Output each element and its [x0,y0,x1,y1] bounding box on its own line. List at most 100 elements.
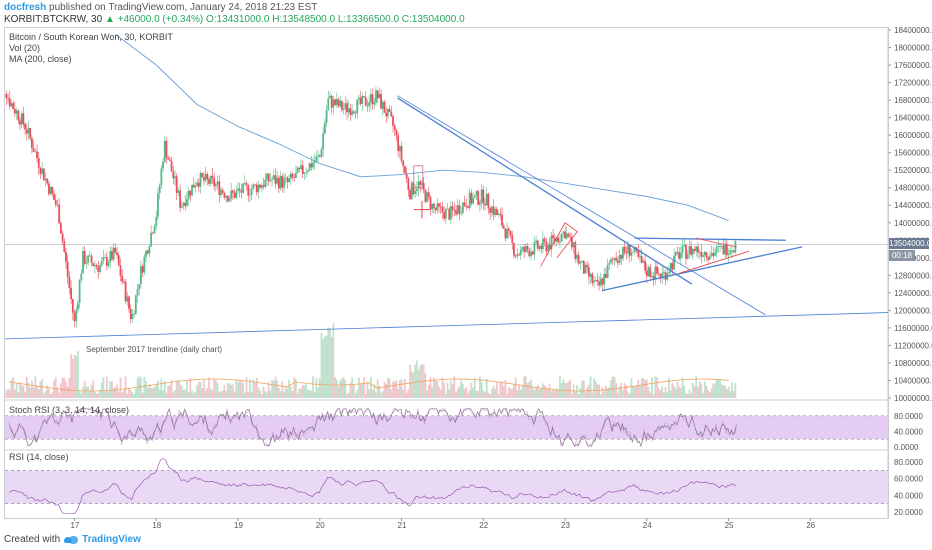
rsi-axis-label: 80.0000 [894,458,923,467]
candle-body [80,273,83,281]
y-axis-label: 10400000.0 [894,376,932,385]
candle-body [446,208,449,210]
candle-body [170,160,173,172]
volume-bar [214,380,217,398]
volume-bar [405,392,408,398]
y-axis-label: 15600000.0 [894,149,932,158]
last-price-badge: 13504000.0 [889,238,932,249]
volume-bar [8,389,11,398]
candle-body [485,193,488,206]
volume-bar [470,382,473,398]
volume-bar [323,336,326,398]
volume-bar [400,379,403,398]
candle-body [436,203,439,211]
candle-body [404,166,406,174]
volume-bar [58,392,61,398]
volume-bar [611,376,614,398]
candle-body [387,109,389,117]
candle-body [10,103,13,107]
volume-bar [719,379,721,398]
candle-body [724,243,727,255]
candle-body [576,254,578,259]
volume-bar [540,388,543,398]
volume-bar [603,391,606,398]
trendline-annotation: September 2017 trendline (daily chart) [86,345,222,354]
volume-bar [606,388,609,398]
candle-body [419,181,422,185]
volume-bar [371,390,374,398]
volume-bar [179,383,182,398]
volume-bar [20,385,23,398]
candle-body [71,299,74,313]
candle-body [226,195,229,202]
volume-bar [393,382,396,398]
candle-body [44,178,47,181]
volume-bar [220,391,222,398]
volume-bar [615,383,618,398]
volume-bar [349,382,352,398]
candle-body [589,273,592,277]
volume-bar [460,380,463,398]
candle-body [174,176,176,179]
volume-bar [622,390,624,398]
volume-bar [587,384,590,398]
candle-body [390,111,393,117]
x-axis-label: 18 [152,521,161,530]
volume-bar [496,381,498,398]
candle-body [260,185,263,188]
candle-body [550,235,553,250]
volume-bar [77,351,79,398]
volume-bar [415,360,418,398]
candle-body [424,189,427,202]
volume-bar [165,392,168,398]
candle-body [693,249,696,252]
candle-body [496,208,498,215]
candle-body [204,174,207,181]
volume-bar [100,382,103,398]
candle-body [177,190,180,193]
candle-body [712,253,715,256]
candle-body [264,179,267,187]
volume-bar [734,383,737,398]
candle-body [407,178,410,191]
candle-body [124,281,127,302]
candle-body [24,124,26,130]
volume-bar [455,392,457,398]
candle-body [111,251,113,260]
candle-body [223,192,226,198]
footer-brand[interactable]: TradingView [82,534,141,545]
volume-bar [490,389,493,398]
candle-body [358,97,360,100]
candle-body [88,255,91,257]
candle-body [490,206,493,213]
candle-body [12,103,15,109]
author-link[interactable]: docfresh [4,2,47,13]
candle-body [519,249,522,256]
candle-body [577,254,580,264]
candle-body [293,177,296,178]
candle-body [332,99,335,108]
volume-bar [397,389,400,398]
candle-body [501,214,503,226]
volume-bar [407,388,410,398]
volume-bar [514,377,517,398]
volume-bar [332,323,335,398]
candle-body [203,177,205,181]
volume-bar [688,389,691,398]
candle-body [504,228,507,239]
volume-bar [75,356,78,398]
candle-body [163,140,166,162]
candle-body [697,246,699,253]
volume-bar [487,392,490,398]
candle-body [536,240,539,249]
volume-bar [516,389,519,398]
candle-body [126,296,129,302]
candle-body [438,203,440,207]
low-value: L:13366500.0 [337,14,400,25]
volume-bar [288,379,291,398]
volume-bar [204,390,207,398]
volume-bar [427,384,430,398]
candle-body [654,266,657,279]
volume-bar [32,387,35,398]
